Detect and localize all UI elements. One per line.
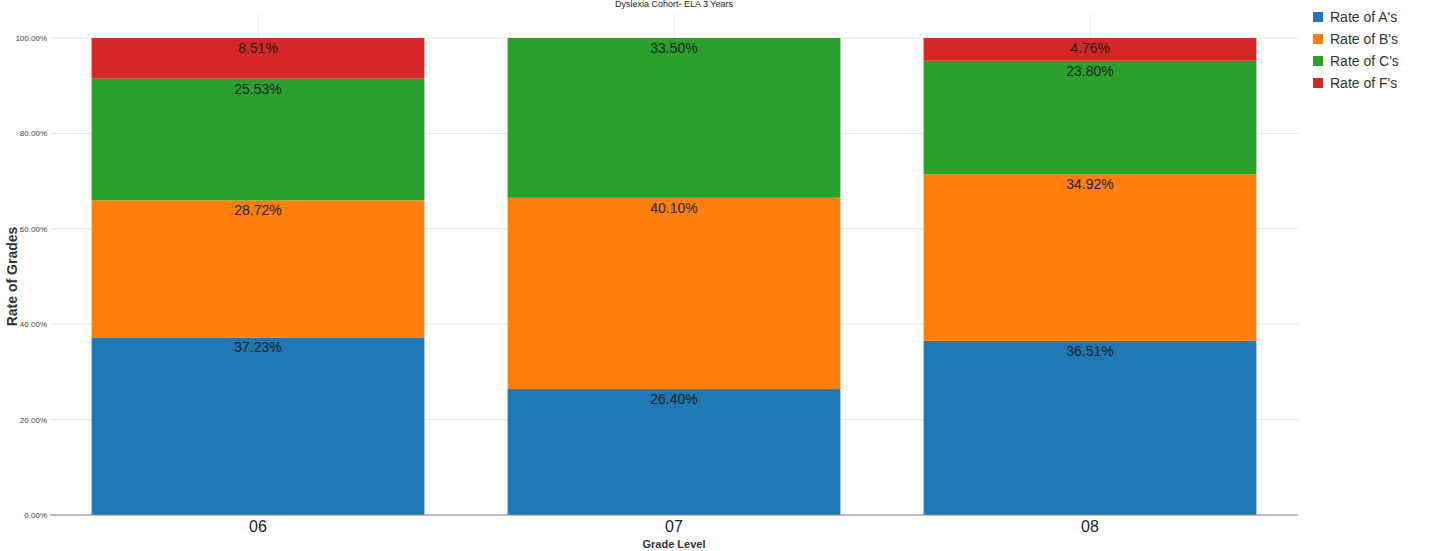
legend-label: Rate of B's xyxy=(1330,31,1398,47)
chart: Dyslexia Cohort- ELA 3 Years 0.00% 20.00% 4… xyxy=(0,0,1431,551)
bar xyxy=(924,174,1257,341)
legend-swatch xyxy=(1313,12,1323,22)
x-axis-line xyxy=(50,515,1298,516)
data-label: 26.40% xyxy=(650,391,697,407)
legend-swatch xyxy=(1313,56,1323,66)
data-label: 25.53% xyxy=(234,81,281,97)
legend-label: Rate of C's xyxy=(1330,53,1399,69)
y-tick-label: 40.00% xyxy=(20,320,47,329)
bar xyxy=(508,198,841,389)
data-label: 28.72% xyxy=(234,202,281,218)
data-label: 40.10% xyxy=(650,200,697,216)
data-label: 33.50% xyxy=(650,40,697,56)
grid xyxy=(50,13,1298,515)
data-label: 8.51% xyxy=(238,40,278,56)
y-tick-label: 100.00% xyxy=(15,34,47,43)
bar xyxy=(924,38,1257,61)
x-tick-label: 08 xyxy=(1081,518,1099,535)
x-tick-label: 06 xyxy=(249,518,267,535)
bar xyxy=(92,200,425,337)
legend-swatch xyxy=(1313,34,1323,44)
y-axis-label: Rate of Grades xyxy=(4,226,20,326)
data-label: 4.76% xyxy=(1070,40,1110,56)
bar xyxy=(508,389,841,515)
x-axis-label: Grade Level xyxy=(643,538,706,550)
data-label: 36.51% xyxy=(1066,343,1113,359)
bar xyxy=(92,38,425,79)
y-tick-label: 80.00% xyxy=(20,129,47,138)
data-label: 34.92% xyxy=(1066,176,1113,192)
data-label: 23.80% xyxy=(1066,63,1113,79)
data-labels: 37.23% 26.40% 36.51% 28.72% 40.10% 34.92% 25.5… xyxy=(234,40,1113,407)
bar xyxy=(508,38,841,198)
y-tick-label: 60.00% xyxy=(20,225,47,234)
legend-swatch xyxy=(1313,78,1323,88)
bar xyxy=(92,79,425,201)
legend-label: Rate of F's xyxy=(1330,75,1397,91)
bar xyxy=(924,341,1257,515)
title: Dyslexia Cohort- ELA 3 Years xyxy=(615,0,734,9)
y-tick-label: 20.00% xyxy=(20,416,47,425)
legend-label: Rate of A's xyxy=(1330,9,1397,25)
data-label: 37.23% xyxy=(234,339,281,355)
grid-line xyxy=(50,515,1298,516)
bar xyxy=(92,337,425,515)
bars xyxy=(92,38,1257,515)
x-tick-label: 07 xyxy=(665,518,683,535)
bar xyxy=(924,61,1257,175)
y-tick-label: 0.00% xyxy=(24,511,47,520)
legend: Rate of A's Rate of B's Rate of C's Rate of… xyxy=(1313,9,1399,91)
